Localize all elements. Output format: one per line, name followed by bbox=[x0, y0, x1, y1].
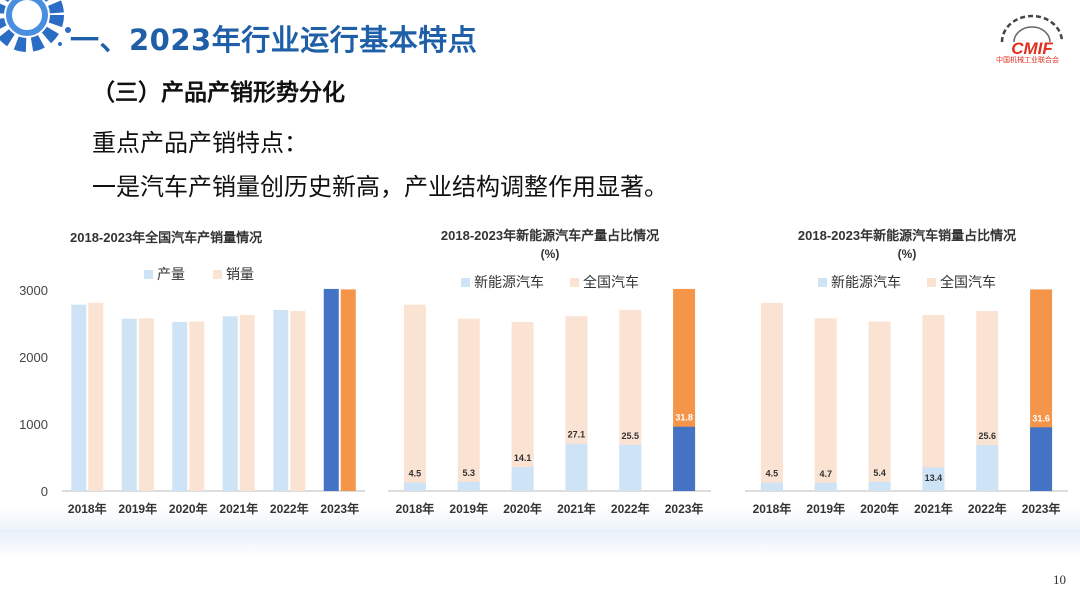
bar-production bbox=[273, 309, 289, 491]
bar-nev-share bbox=[922, 467, 945, 491]
body-line-1: 重点产品产销特点： bbox=[92, 129, 308, 157]
x-tick-label: 2022年 bbox=[611, 501, 650, 516]
bar-production bbox=[71, 304, 87, 491]
x-tick-label: 2020年 bbox=[860, 501, 899, 516]
bar-nev-share bbox=[760, 482, 783, 491]
section-subtitle: （三）产品产销形势分化 bbox=[92, 80, 345, 106]
x-tick-label: 2023年 bbox=[665, 501, 704, 516]
data-label: 5.4 bbox=[873, 468, 886, 478]
legend-label-total: 全国汽车 bbox=[940, 274, 996, 290]
x-tick-label: 2021年 bbox=[219, 501, 258, 516]
data-label: 5.3 bbox=[462, 468, 475, 478]
data-label: 27.1 bbox=[568, 430, 586, 440]
bar-sales bbox=[138, 318, 154, 491]
x-tick-label: 2023年 bbox=[320, 501, 359, 516]
x-tick-label: 2020年 bbox=[503, 501, 542, 516]
legend-label-nev: 新能源汽车 bbox=[474, 274, 544, 290]
page-number: 10 bbox=[1053, 572, 1066, 587]
bar-production bbox=[172, 321, 188, 491]
x-tick-label: 2018年 bbox=[753, 501, 792, 516]
bar-total bbox=[511, 321, 534, 491]
bar-total bbox=[457, 318, 480, 491]
bar-production bbox=[222, 316, 238, 491]
data-label: 25.5 bbox=[621, 431, 639, 441]
chart-title: 2018-2023年新能源汽车产量占比情况 bbox=[441, 228, 659, 243]
y-tick-label: 3000 bbox=[20, 283, 48, 298]
bar-sales bbox=[239, 314, 255, 491]
bar-nev-share bbox=[673, 426, 696, 491]
data-label: 14.1 bbox=[514, 453, 532, 463]
svg-text:CMIF: CMIF bbox=[1011, 39, 1053, 58]
gear-icon bbox=[0, 0, 71, 52]
data-label: 4.5 bbox=[409, 469, 422, 479]
chart-title: 2018-2023年新能源汽车销量占比情况 bbox=[798, 228, 1016, 243]
bar-nev-share bbox=[619, 444, 642, 491]
x-tick-label: 2020年 bbox=[169, 501, 208, 516]
legend-swatch-total bbox=[927, 278, 936, 287]
x-tick-label: 2018年 bbox=[68, 501, 107, 516]
bar-nev-share bbox=[976, 444, 999, 491]
bar-nev-share bbox=[457, 481, 480, 491]
x-tick-label: 2022年 bbox=[968, 501, 1007, 516]
bar-total bbox=[868, 321, 891, 491]
legend-label-nev: 新能源汽车 bbox=[831, 274, 901, 290]
legend-label-production: 产量 bbox=[157, 266, 185, 282]
chart-nev-production-share: 2018-2023年新能源汽车产量占比情况 (%) 新能源汽车 全国汽车 4.5 2018… bbox=[378, 215, 718, 529]
data-label: 31.6 bbox=[1032, 413, 1050, 423]
bar-sales bbox=[189, 321, 205, 491]
bar-total bbox=[760, 302, 783, 491]
y-tick-label: 2000 bbox=[20, 350, 48, 365]
chart-title-unit: (%) bbox=[541, 247, 560, 261]
bar-sales bbox=[340, 289, 356, 491]
bar-production bbox=[121, 318, 137, 491]
bar-total bbox=[814, 318, 837, 491]
legend-swatch-total bbox=[570, 278, 579, 287]
data-label: 4.5 bbox=[766, 469, 779, 479]
bar-production bbox=[323, 288, 339, 491]
x-tick-label: 2023年 bbox=[1022, 501, 1061, 516]
x-tick-label: 2019年 bbox=[449, 501, 488, 516]
legend-swatch-nev bbox=[461, 278, 470, 287]
bar-nev-share bbox=[814, 482, 837, 491]
bar-nev-share bbox=[868, 481, 891, 491]
chart-production-sales: 2018-2023年全国汽车产销量情况产量 销量 0 1000 2000 3000 2018… bbox=[19, 215, 375, 529]
bar-nev-share bbox=[511, 467, 534, 491]
data-label: 31.8 bbox=[675, 413, 693, 423]
x-tick-label: 2022年 bbox=[270, 501, 309, 516]
legend-label-sales: 销量 bbox=[226, 266, 254, 282]
legend-swatch-production bbox=[144, 270, 153, 279]
x-tick-label: 2021年 bbox=[557, 501, 596, 516]
legend-swatch-sales bbox=[213, 270, 222, 279]
data-label: 4.7 bbox=[819, 469, 832, 479]
bar-sales bbox=[290, 311, 306, 491]
bar-nev-share bbox=[1030, 427, 1053, 491]
x-tick-label: 2019年 bbox=[806, 501, 845, 516]
x-tick-label: 2018年 bbox=[396, 501, 435, 516]
chart-title: 2018-2023年全国汽车产销量情况 bbox=[70, 230, 262, 245]
x-tick-label: 2021年 bbox=[914, 501, 953, 516]
bar-total bbox=[922, 314, 945, 491]
body-line-2: 一是汽车产销量创历史新高，产业结构调整作用显著。 bbox=[92, 173, 668, 201]
data-label: 25.6 bbox=[978, 431, 996, 441]
bar-nev-share bbox=[565, 443, 588, 491]
y-tick-label: 1000 bbox=[20, 417, 48, 432]
bar-nev-share bbox=[403, 482, 426, 491]
bar-sales bbox=[88, 302, 104, 491]
legend-swatch-nev bbox=[818, 278, 827, 287]
chart-title-unit: (%) bbox=[898, 247, 917, 261]
y-tick-label: 0 bbox=[41, 484, 48, 499]
legend-label-total: 全国汽车 bbox=[583, 274, 639, 290]
cmif-logo: CMIF bbox=[1000, 14, 1064, 58]
chart-background-fade bbox=[0, 530, 1080, 558]
bar-total bbox=[403, 304, 426, 491]
chart-nev-sales-share: 2018-2023年新能源汽车销量占比情况 (%) 新能源汽车 全国汽车 4.5 2018… bbox=[735, 215, 1075, 529]
x-tick-label: 2019年 bbox=[118, 501, 157, 516]
page-title: 一、2023年行业运行基本特点 bbox=[70, 23, 478, 57]
logo-caption: 中国机械工业联合会 bbox=[996, 56, 1059, 64]
data-label: 13.4 bbox=[925, 473, 943, 483]
